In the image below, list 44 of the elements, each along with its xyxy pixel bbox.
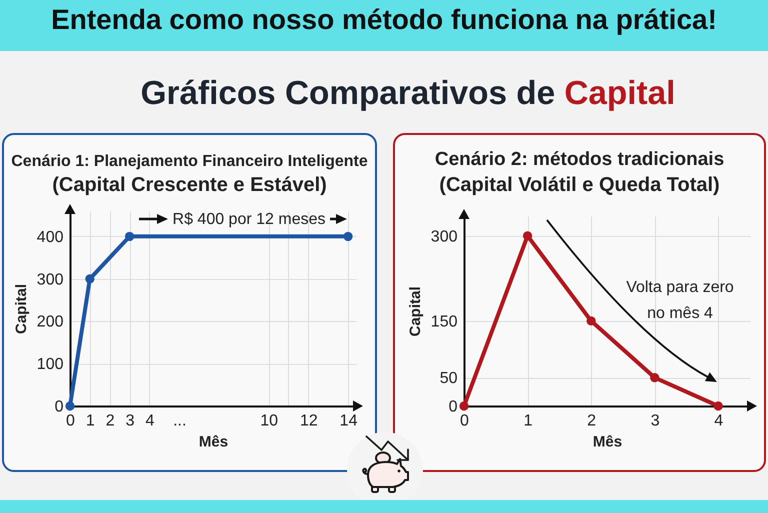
x-tick-label: 1 <box>524 412 533 430</box>
point <box>124 232 134 242</box>
point <box>85 274 94 284</box>
x-tick-label: 10 <box>260 412 278 430</box>
chart-subtitle: (Capital Crescente e Estável) <box>52 174 327 196</box>
x-axis-title: Mês <box>592 434 622 450</box>
x-tick-label: 14 <box>340 412 358 430</box>
x-axis-title: Mês <box>198 434 228 450</box>
point <box>459 401 469 411</box>
x-tick-label: 0 <box>66 412 76 430</box>
point <box>714 401 723 411</box>
annotation: Volta para zero no mês 4 <box>626 279 734 322</box>
x-tick-label: 4 <box>145 412 154 430</box>
y-tick-label: 0 <box>448 398 458 416</box>
x-tick-label: 0 <box>460 412 470 430</box>
y-tick-label: 300 <box>36 271 64 288</box>
y-tick-label: 400 <box>36 228 64 246</box>
x-tick-label: 12 <box>300 412 318 430</box>
y-axis-title: Capital <box>12 284 30 334</box>
x-tick-label: 3 <box>126 412 135 430</box>
y-tick-label: 200 <box>36 314 64 331</box>
point <box>522 231 532 240</box>
point <box>650 373 660 382</box>
point <box>343 232 353 242</box>
x-tick-label: 2 <box>587 412 596 430</box>
chart-subtitle: (Capital Volátil e Queda Total) <box>439 174 720 196</box>
text: Gráficos Comparativos de Capital <box>140 74 676 114</box>
text: Entenda como nosso método funciona na prática! <box>50 3 718 37</box>
x-tick-label: ... <box>173 412 186 430</box>
x-tick-label: 2 <box>106 412 115 430</box>
y-tick-label: 100 <box>36 356 64 374</box>
y-tick-label: 300 <box>430 228 458 246</box>
x-tick-label: 3 <box>650 412 660 430</box>
point <box>586 316 596 326</box>
y-axis-title: Capital <box>406 286 424 337</box>
x-tick-label: 1 <box>86 412 95 430</box>
chart-title: Cenário 1: Planejamento Financeiro Inteligente <box>11 153 368 170</box>
x-tick-label: 4 <box>714 412 724 430</box>
y-tick-label: 50 <box>440 370 458 388</box>
point <box>65 401 75 411</box>
chart-title: Cenário 2: métodos tradicionais <box>434 149 724 170</box>
y-tick-label: 150 <box>430 313 458 330</box>
annotation: R$ 400 por 12 meses <box>172 211 326 228</box>
y-tick-label: 0 <box>54 398 64 416</box>
